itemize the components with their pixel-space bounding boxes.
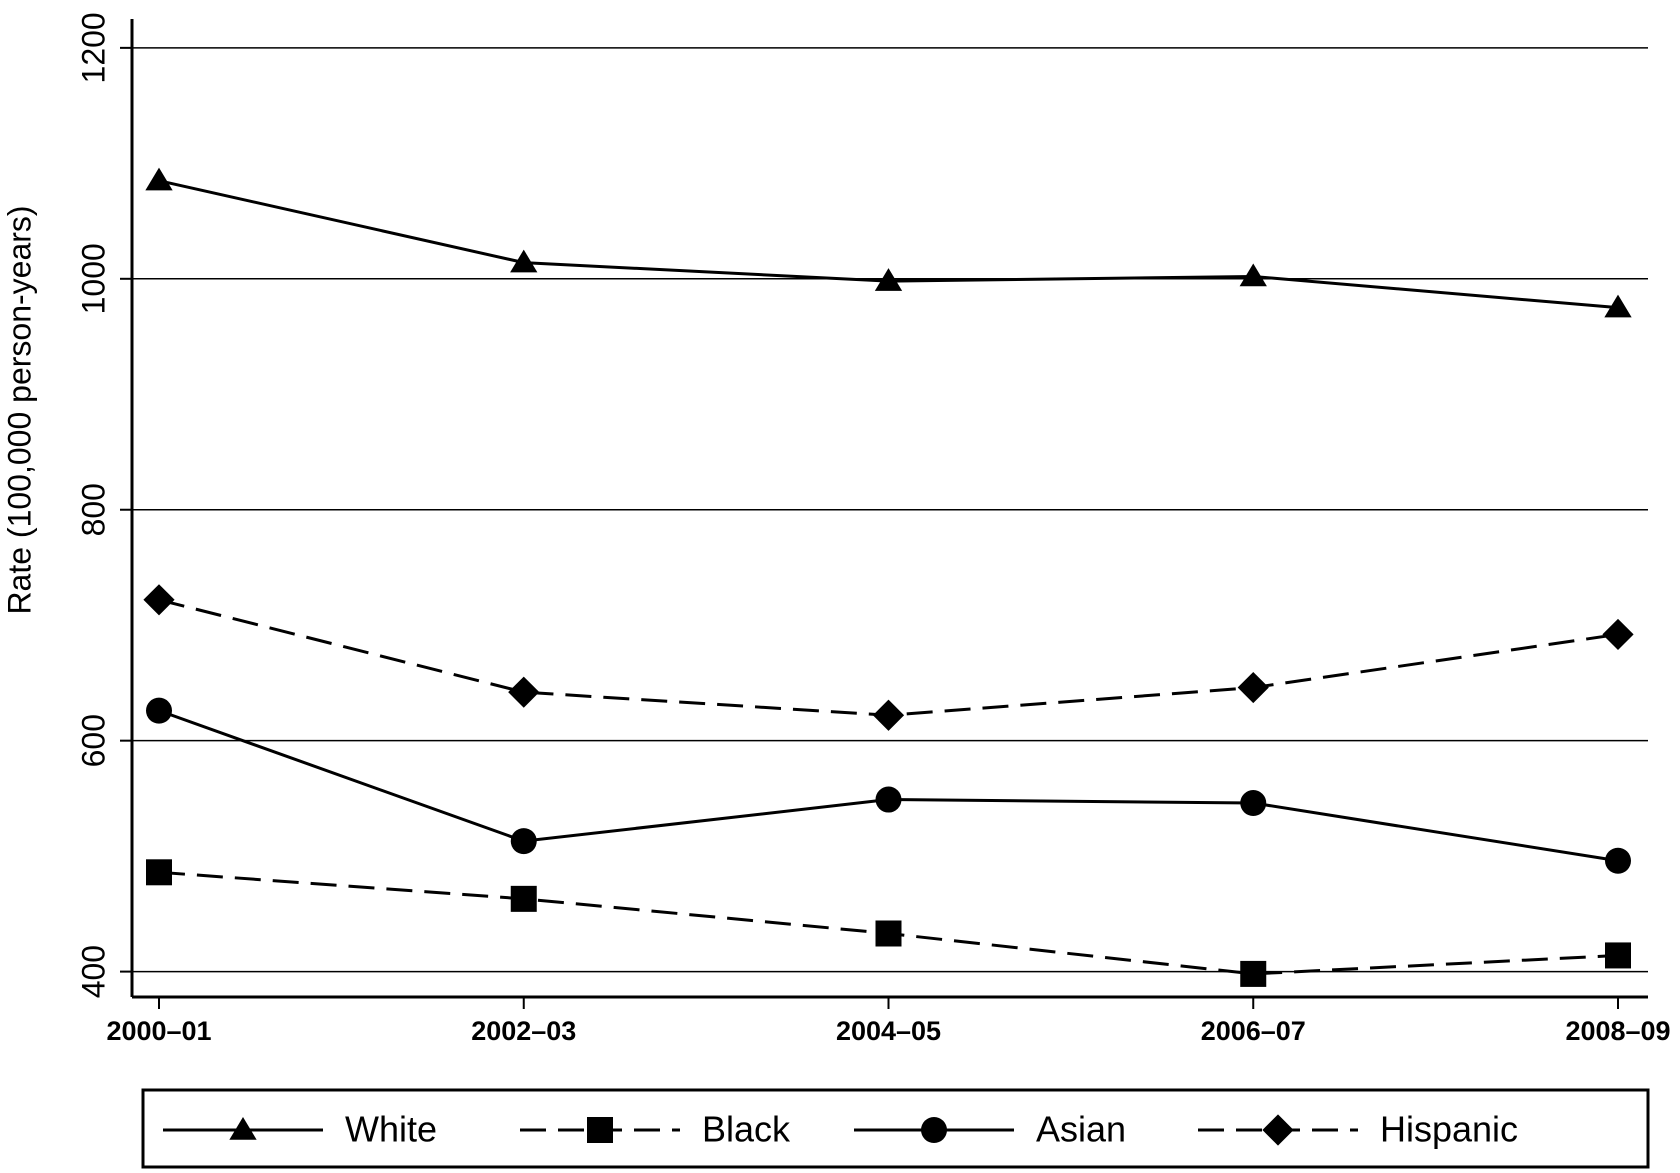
marker-square xyxy=(587,1117,613,1143)
legend-box xyxy=(141,1088,1650,1169)
marker-square xyxy=(146,859,172,886)
marker-triangle xyxy=(145,167,173,191)
marker-diamond xyxy=(1237,671,1269,704)
marker-diamond xyxy=(143,584,175,616)
marker-square xyxy=(875,920,902,947)
marker-circle xyxy=(921,1117,947,1143)
marker-triangle xyxy=(874,268,903,291)
y-tick-label: 600 xyxy=(75,714,111,767)
legend-label: White xyxy=(345,1109,437,1150)
marker-triangle xyxy=(1239,263,1267,287)
y-tick-label: 400 xyxy=(75,945,111,998)
legend-label: Black xyxy=(702,1109,791,1150)
y-tick-label: 1200 xyxy=(75,12,111,83)
marker-triangle xyxy=(510,249,538,273)
marker-circle xyxy=(1605,847,1631,874)
x-tick-label: 2000–01 xyxy=(106,1016,211,1046)
x-tick-label: 2004–05 xyxy=(836,1016,941,1046)
marker-diamond xyxy=(1602,618,1634,651)
marker-triangle xyxy=(229,1117,257,1140)
marker-square xyxy=(1605,942,1631,969)
marker-circle xyxy=(510,828,537,855)
x-tick-label: 2002–03 xyxy=(471,1016,576,1046)
marker-diamond xyxy=(1262,1114,1294,1146)
marker-square xyxy=(510,885,537,912)
marker-circle xyxy=(146,697,172,724)
marker-diamond xyxy=(872,699,905,731)
marker-diamond xyxy=(508,676,540,708)
x-tick-label: 2006–07 xyxy=(1201,1016,1306,1046)
marker-circle xyxy=(875,786,902,813)
marker-square xyxy=(1240,960,1267,987)
marker-triangle xyxy=(1604,294,1632,318)
series-line xyxy=(158,598,1619,717)
y-tick-label: 1000 xyxy=(75,243,111,314)
series-line xyxy=(158,709,1619,863)
y-axis-label: Rate (100,000 person-years) xyxy=(1,205,37,614)
legend-label: Hispanic xyxy=(1380,1109,1518,1150)
y-tick-label: 800 xyxy=(75,483,111,536)
marker-circle xyxy=(1240,790,1267,817)
legend-label: Asian xyxy=(1036,1109,1126,1150)
x-tick-label: 2008–09 xyxy=(1565,1016,1670,1046)
